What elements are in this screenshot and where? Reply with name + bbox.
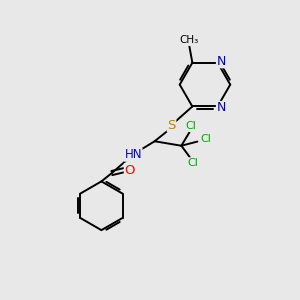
Text: N: N <box>217 101 226 115</box>
Text: O: O <box>124 164 135 177</box>
Text: HN: HN <box>124 148 142 161</box>
Text: Cl: Cl <box>200 134 211 144</box>
Text: S: S <box>167 119 176 132</box>
Text: N: N <box>217 55 226 68</box>
Text: Cl: Cl <box>185 122 196 131</box>
Text: Cl: Cl <box>187 158 198 168</box>
Text: CH₃: CH₃ <box>180 35 199 45</box>
